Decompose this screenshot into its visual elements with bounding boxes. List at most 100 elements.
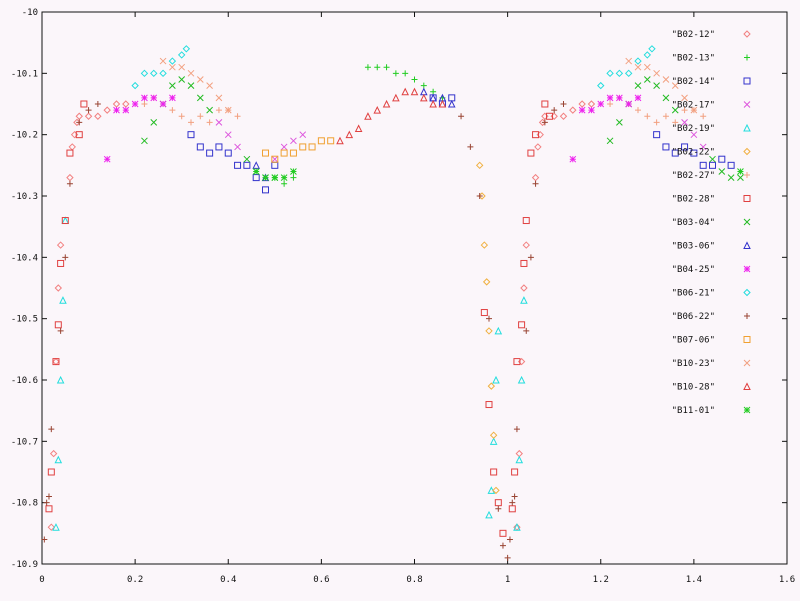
data-point [197, 113, 204, 120]
data-point [662, 143, 670, 151]
data-point [178, 76, 186, 83]
series-group [252, 87, 456, 182]
x-tick-label: 0 [39, 575, 44, 585]
data-point [224, 131, 232, 139]
data-point [643, 76, 651, 83]
data-point [534, 143, 542, 151]
data-point [520, 259, 528, 267]
series-group [475, 161, 500, 495]
legend-label: "B06-22" [672, 312, 715, 322]
data-point [308, 143, 316, 151]
data-point [447, 99, 456, 108]
data-point [103, 155, 111, 163]
data-point [52, 523, 60, 531]
data-point [187, 69, 195, 77]
data-point [506, 536, 513, 543]
series-group [52, 216, 528, 531]
legend-marker [743, 406, 751, 414]
data-point [616, 119, 623, 126]
legend-marker [743, 77, 751, 85]
legend-marker [743, 336, 751, 343]
series-group [252, 168, 744, 181]
data-point [429, 99, 437, 108]
data-point [271, 155, 279, 163]
data-point [635, 107, 641, 114]
data-point [662, 113, 669, 120]
data-point [606, 137, 614, 145]
data-point [61, 216, 70, 225]
data-point [382, 99, 391, 108]
legend-marker [743, 382, 751, 390]
data-point [681, 143, 689, 151]
data-point [262, 186, 269, 194]
legend-label: "B02-22" [672, 148, 715, 158]
data-point [634, 94, 642, 102]
data-point [159, 57, 167, 65]
data-point [45, 505, 53, 513]
data-point [718, 155, 726, 163]
data-point [541, 100, 549, 108]
data-point [509, 499, 516, 506]
data-point [681, 119, 688, 126]
y-tick-label: -10.5 [11, 315, 38, 325]
legend-marker [744, 54, 750, 61]
legend-marker [743, 265, 751, 273]
data-point [169, 82, 176, 89]
data-point [94, 112, 102, 120]
x-tick-label: 0.6 [313, 575, 329, 585]
data-point [700, 113, 707, 120]
data-point [299, 131, 307, 139]
data-point [56, 375, 65, 384]
legend-marker [743, 195, 751, 202]
y-tick-label: -10.8 [11, 499, 38, 509]
data-point [85, 107, 92, 114]
data-point [527, 149, 535, 157]
data-point [494, 499, 502, 507]
series-group [103, 94, 642, 163]
data-point [54, 321, 62, 329]
data-point [643, 63, 651, 71]
data-point [569, 106, 577, 114]
data-point [49, 449, 58, 458]
data-point [243, 155, 251, 163]
data-point [187, 131, 195, 139]
data-point [513, 523, 521, 531]
data-point [541, 119, 548, 126]
axis-ticks: 0 0.2 0.4 0.6 0.8 1 1.2 1.4 1.6 -10 -10.1 -10.2 -10.… [11, 8, 795, 585]
series-group [336, 87, 447, 145]
data-point [336, 136, 344, 145]
legend-label: "B04-25" [672, 265, 715, 275]
data-point [345, 130, 354, 139]
y-tick-label: -10.1 [11, 69, 38, 79]
data-point [671, 106, 679, 114]
data-point [59, 296, 67, 304]
data-point [671, 149, 679, 157]
data-point [522, 241, 530, 249]
legend-label: "B02-12" [672, 30, 715, 40]
data-point [476, 193, 483, 199]
data-point [289, 149, 297, 157]
data-point [410, 87, 419, 96]
data-point [653, 119, 660, 126]
data-point [56, 241, 65, 249]
data-point [66, 173, 74, 182]
data-point [489, 431, 498, 439]
data-point [140, 69, 149, 78]
series-group [262, 137, 335, 163]
data-point [206, 149, 214, 157]
data-point [252, 174, 260, 182]
data-point [690, 131, 698, 139]
y-tick-label: -10.2 [11, 131, 38, 141]
legend-marker [743, 101, 751, 108]
data-point [62, 254, 69, 261]
data-point [699, 161, 707, 169]
data-point [578, 100, 586, 108]
data-point [182, 45, 191, 53]
data-point [327, 137, 335, 145]
data-point [54, 455, 63, 464]
legend-label: "B10-28" [672, 383, 715, 393]
data-point [383, 64, 390, 71]
data-point [671, 82, 679, 89]
data-point [122, 100, 130, 108]
data-point [467, 143, 474, 150]
